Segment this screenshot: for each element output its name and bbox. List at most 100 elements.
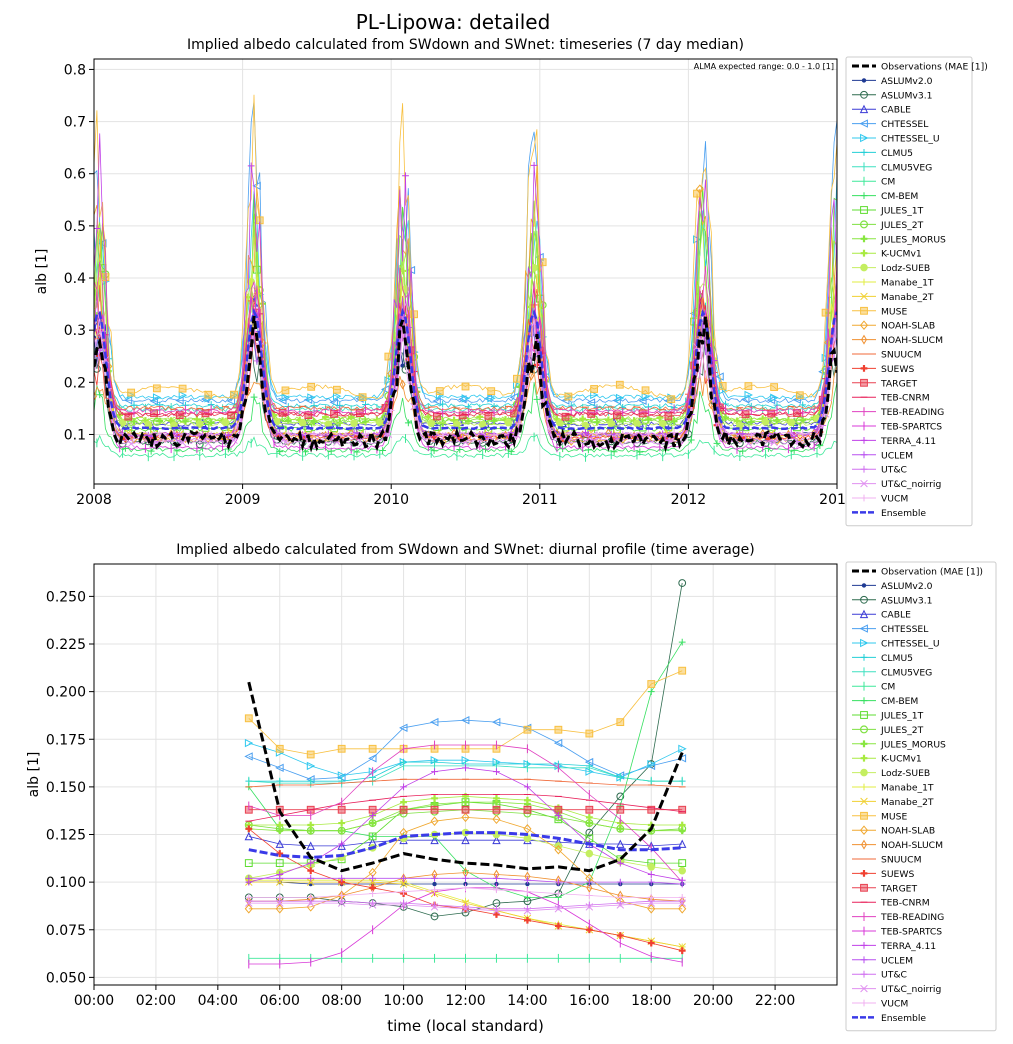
legend-marker <box>860 306 868 315</box>
data-point <box>369 812 377 819</box>
legend-entry: UT&C_noirrig <box>852 984 941 995</box>
data-point <box>616 932 624 939</box>
legend-entry: TERRA_4.11 <box>852 436 936 447</box>
y-tick-label: 0.150 <box>46 780 86 796</box>
data-point <box>353 448 361 456</box>
legend-entry: UT&C_noirrig <box>852 479 941 490</box>
data-point <box>337 899 346 907</box>
legend-entry: ASLUMv2.0 <box>852 76 933 87</box>
data-point <box>399 379 406 390</box>
legend-entry: CM <box>852 682 895 693</box>
y-tick-label: 0.175 <box>46 732 86 748</box>
legend-marker <box>860 465 868 473</box>
series-line <box>248 831 683 859</box>
legend-entry: Manabe_2T <box>852 292 934 303</box>
data-point <box>493 874 500 882</box>
data-point <box>770 383 779 391</box>
data-point <box>276 448 284 456</box>
legend-label: ASLUMv3.1 <box>881 90 932 101</box>
data-point <box>554 922 562 930</box>
series-line <box>248 836 683 847</box>
data-point <box>302 448 309 456</box>
data-point <box>400 783 407 791</box>
y-tick-label: 0.3 <box>64 323 86 339</box>
legend-marker <box>859 220 868 229</box>
series-layer <box>94 94 837 462</box>
data-point <box>337 805 346 814</box>
data-point <box>127 388 136 397</box>
data-point <box>204 390 213 399</box>
legend-label: Manabe_1T <box>881 783 934 794</box>
data-point <box>561 412 570 421</box>
legend-label: CLMU5VEG <box>881 667 932 678</box>
data-point <box>670 429 678 436</box>
data-point <box>585 819 593 827</box>
data-point <box>338 827 346 835</box>
legend-entry: Manabe_1T <box>852 783 934 794</box>
data-point <box>586 398 596 407</box>
legend-label: NOAH-SLUCM <box>881 840 943 851</box>
data-point <box>615 380 624 389</box>
data-point <box>718 382 727 390</box>
data-point <box>410 310 418 319</box>
legend-marker <box>860 870 868 877</box>
legend-label: K-UCMv1 <box>881 249 922 260</box>
legend-marker <box>860 437 868 444</box>
legend-entry: UCLEM <box>852 450 913 461</box>
legend-label: CM <box>881 177 895 188</box>
series-m17 <box>94 94 837 404</box>
data-point <box>492 814 501 825</box>
data-point <box>430 912 439 921</box>
data-point <box>765 445 772 452</box>
data-point <box>616 805 625 814</box>
legend-marker <box>860 292 868 301</box>
legend-marker <box>860 595 868 604</box>
data-point <box>678 666 687 675</box>
data-point <box>182 417 189 425</box>
y-tick-label: 0.8 <box>64 62 86 78</box>
data-point <box>244 859 253 867</box>
legend-marker <box>860 235 868 243</box>
data-point <box>647 688 655 696</box>
data-point <box>554 890 562 897</box>
legend-marker <box>861 583 867 588</box>
legend-marker <box>859 624 868 633</box>
series-m27 <box>245 874 686 888</box>
legend-marker <box>860 192 868 199</box>
data-point <box>431 886 438 894</box>
legend-entry: MUSE <box>852 306 907 317</box>
legend-entry: SNUUCM <box>852 855 922 866</box>
figure-suptitle: PL-Lipowa: detailed <box>356 10 551 34</box>
data-point <box>245 825 253 833</box>
data-point <box>307 893 315 901</box>
data-point <box>647 680 656 688</box>
data-point <box>430 816 439 826</box>
range-annotation: ALMA expected range: 0.0 - 1.0 [1] <box>694 62 834 71</box>
data-point <box>821 353 831 363</box>
data-point <box>678 579 687 587</box>
data-point <box>492 835 501 845</box>
data-point <box>430 835 439 845</box>
legend-entry: Observations (MAE [1]) <box>852 62 988 73</box>
data-point <box>245 896 252 907</box>
data-point <box>678 638 686 646</box>
data-point <box>227 411 236 420</box>
data-point <box>593 418 601 426</box>
legend-label: UCLEM <box>881 955 913 966</box>
y-tick-label: 0.100 <box>46 875 86 891</box>
series-layer <box>244 579 687 969</box>
data-point <box>687 436 695 444</box>
x-tick-label: 12:00 <box>445 993 485 1009</box>
data-point <box>350 419 358 428</box>
data-point <box>670 417 678 425</box>
legend-label: Lodz-SUEB <box>881 263 930 274</box>
y-tick-label: 0.6 <box>64 167 86 183</box>
legend-entry: TEB-CNRM <box>852 393 930 404</box>
data-point <box>586 882 593 893</box>
data-point <box>695 184 704 194</box>
data-point <box>368 832 377 841</box>
data-point <box>616 718 625 727</box>
data-point <box>593 430 601 437</box>
data-point <box>276 874 284 882</box>
series-ens <box>248 831 683 859</box>
